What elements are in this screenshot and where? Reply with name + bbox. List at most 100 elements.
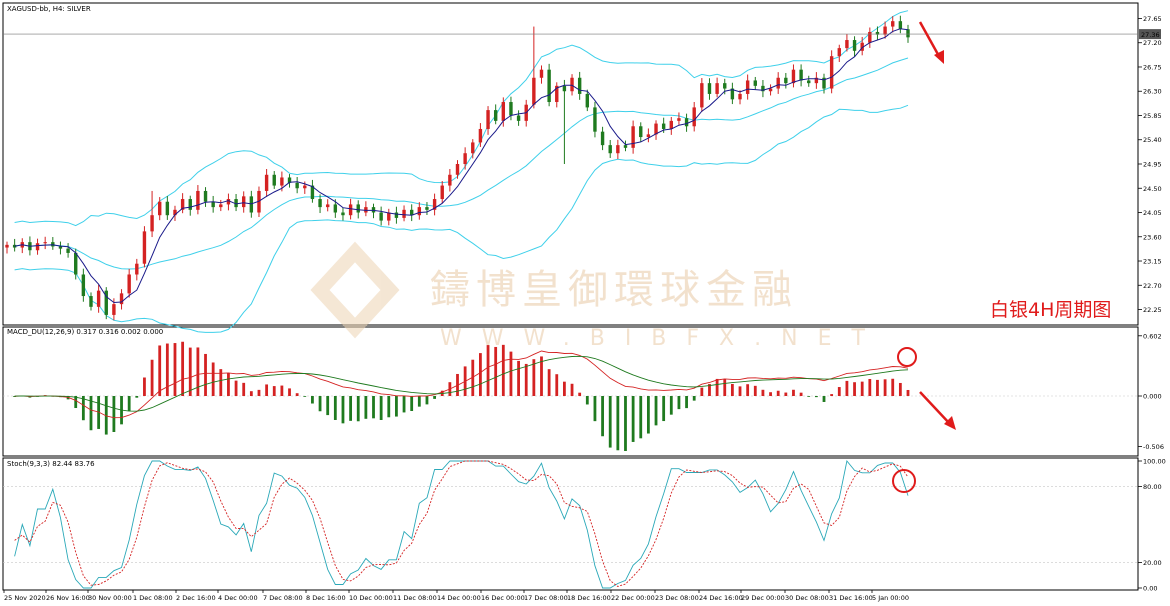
macd-histogram-bar	[318, 396, 322, 412]
candle-body	[43, 242, 47, 244]
bollinger-middle	[14, 57, 909, 270]
y-tick-label: 26.75	[1143, 63, 1162, 71]
candle-body	[738, 93, 742, 100]
y-tick-label: 0.00	[1143, 585, 1157, 593]
macd-histogram-bar	[585, 396, 589, 405]
bollinger-lower	[14, 104, 909, 333]
candle-body	[448, 174, 452, 186]
macd-histogram-bar	[326, 396, 330, 416]
candle-body	[219, 204, 223, 208]
macd-histogram-bar	[249, 391, 253, 396]
macd-histogram-bar	[143, 377, 146, 396]
macd-histogram-bar	[74, 396, 78, 409]
macd-panel-frame	[2, 326, 1139, 457]
candle-body	[547, 69, 551, 103]
macd-histogram-bar	[265, 384, 269, 396]
candle-body	[669, 120, 673, 129]
macd-panel	[3, 341, 1138, 451]
candle-body	[493, 110, 498, 121]
macd-histogram-bar	[494, 346, 498, 396]
candle-body	[180, 199, 185, 210]
price-badge: 27.36	[1141, 31, 1160, 39]
candle-body	[692, 107, 696, 127]
x-tick-label: 8 Dec 16:00	[306, 594, 346, 602]
macd-histogram-bar	[89, 396, 93, 431]
down-arrow-macd	[919, 391, 951, 425]
macd-histogram-bar	[150, 359, 154, 396]
candle-body	[509, 102, 513, 116]
candle-body	[66, 248, 70, 253]
candle-body	[303, 185, 307, 189]
candle-body	[776, 77, 780, 89]
down-arrow-main	[918, 21, 942, 59]
macd-histogram-bar	[242, 382, 246, 396]
candle-body	[74, 252, 78, 275]
macd-circle	[897, 347, 917, 367]
macd-histogram-bar	[517, 360, 520, 396]
macd-histogram-bar	[372, 396, 375, 419]
candle-body	[852, 40, 857, 51]
candle-body	[142, 231, 147, 264]
y-tick-label: 22.70	[1143, 282, 1162, 290]
macd-histogram-bar	[876, 379, 879, 396]
candle-body	[364, 207, 368, 213]
x-tick-label: 26 Nov 16:00	[46, 594, 90, 602]
x-tick-label: 14 Dec 00:00	[437, 594, 481, 602]
y-tick-label: 100.00	[1143, 458, 1166, 466]
y-tick-label: 24.50	[1143, 185, 1162, 193]
stoch-signal-line	[14, 460, 909, 588]
macd-histogram-bar	[700, 387, 704, 396]
macd-histogram-bar	[433, 396, 436, 399]
y-tick-label: 24.95	[1143, 161, 1162, 169]
y-tick-label: 27.65	[1143, 15, 1162, 23]
stochastic-panel	[3, 459, 1138, 589]
x-tick-label: 5 Jan 00:00	[872, 594, 909, 602]
macd-histogram-bar	[891, 378, 895, 396]
candle-body	[35, 243, 40, 251]
macd-panel-label: MACD_DU(12,26,9) 0.317 0.316 0.002 0.000	[7, 328, 164, 336]
macd-histogram-bar	[562, 381, 566, 396]
macd-histogram-bar	[311, 396, 314, 404]
candle-body	[570, 77, 574, 92]
candle-body	[135, 263, 139, 275]
candle-body	[264, 174, 269, 191]
candle-body	[532, 77, 536, 105]
candle-body	[425, 207, 429, 210]
candle-body	[417, 207, 422, 216]
x-tick-label: 11 Dec 08:00	[393, 594, 437, 602]
watermark-subtext: WWW.BIBFX.NET	[440, 326, 885, 351]
macd-histogram-bar	[165, 343, 169, 396]
candle-body	[730, 88, 735, 100]
y-tick-label: 80.00	[1143, 483, 1162, 491]
macd-histogram-bar	[395, 396, 398, 417]
candle-body	[150, 215, 154, 232]
macd-histogram-bar	[379, 396, 383, 420]
candle-body	[868, 31, 872, 43]
macd-histogram-bar	[341, 396, 345, 424]
macd-histogram-bar	[799, 392, 803, 396]
macd-histogram-bar	[204, 353, 207, 396]
macd-histogram-bar	[616, 396, 620, 451]
macd-histogram-bar	[654, 396, 658, 426]
candle-body	[616, 145, 620, 154]
candle-body	[860, 42, 864, 51]
macd-histogram-bar	[792, 389, 795, 396]
macd-histogram-bar	[547, 369, 551, 396]
candle-body	[715, 83, 719, 94]
y-tick-label: 25.40	[1143, 136, 1162, 144]
macd-histogram-bar	[837, 387, 841, 396]
macd-histogram-bar	[272, 386, 276, 396]
macd-histogram-bar	[288, 388, 291, 396]
y-tick-label: -0.506	[1143, 443, 1164, 451]
candle-body	[822, 77, 826, 89]
x-tick-label: 18 Dec 16:00	[567, 594, 611, 602]
candle-body	[5, 244, 9, 248]
macd-histogram-bar	[776, 390, 780, 396]
candle-body	[81, 274, 86, 297]
x-tick-label: 24 Dec 16:00	[699, 594, 743, 602]
candle-body	[318, 199, 322, 208]
candle-body	[287, 177, 292, 183]
candle-body	[577, 77, 582, 94]
candle-body	[700, 83, 704, 108]
